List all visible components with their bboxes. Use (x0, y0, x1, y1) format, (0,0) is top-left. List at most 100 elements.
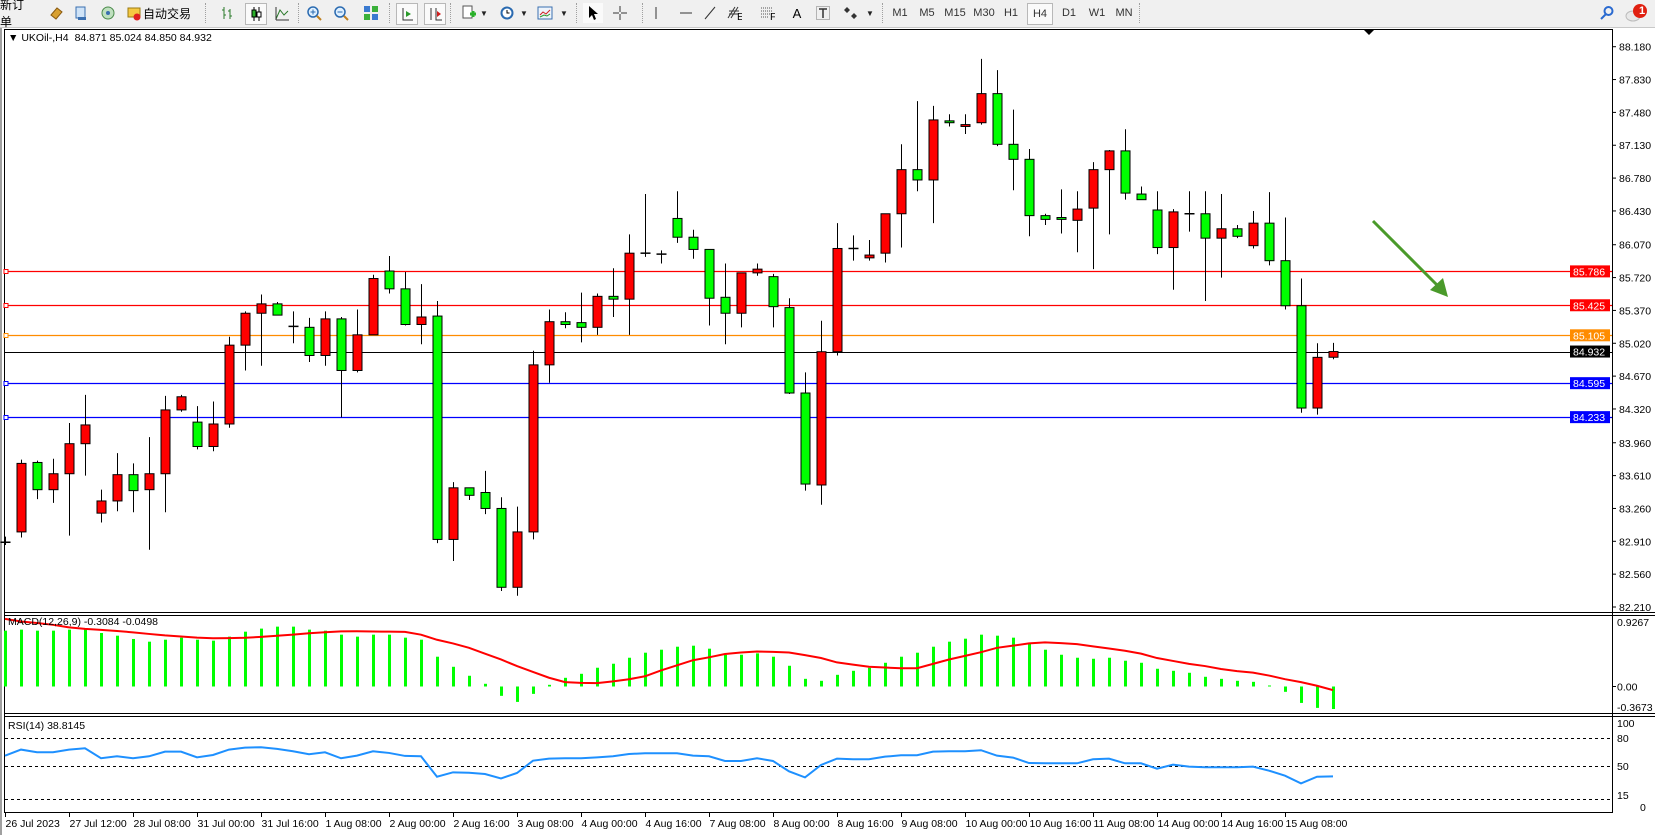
candle[interactable] (1264, 192, 1275, 266)
candle[interactable] (896, 144, 907, 248)
candle[interactable] (1296, 278, 1307, 413)
candle[interactable] (976, 58, 987, 125)
candle[interactable] (144, 437, 155, 550)
arrows-dropdown[interactable]: ▼ (866, 8, 874, 18)
level-anchor[interactable] (3, 303, 9, 308)
candle[interactable] (1312, 343, 1323, 415)
candle[interactable] (272, 301, 283, 316)
level-anchor[interactable] (3, 381, 9, 386)
candle[interactable] (192, 406, 203, 450)
candle[interactable] (832, 223, 843, 356)
candle[interactable] (112, 453, 123, 512)
candle[interactable] (160, 395, 171, 513)
chart-shift-button[interactable] (396, 3, 418, 25)
chart-shift-marker[interactable] (1364, 30, 1374, 35)
candle[interactable] (1232, 225, 1243, 239)
indicators-dropdown[interactable]: ▼ (480, 8, 488, 18)
candle[interactable] (416, 284, 427, 345)
text-button[interactable]: A (787, 3, 807, 23)
auto-scroll-button[interactable] (424, 3, 446, 25)
periods-dropdown[interactable]: ▼ (520, 8, 528, 18)
candle[interactable] (704, 248, 715, 326)
time-axis[interactable]: 26 Jul 2023 27 Jul 12:00 28 Jul 08:00 31 Ju… (5, 812, 1348, 830)
candle[interactable] (1072, 191, 1083, 253)
candle[interactable] (64, 423, 75, 536)
candle[interactable] (1104, 149, 1115, 235)
candle[interactable] (1040, 213, 1051, 226)
candle[interactable] (800, 372, 811, 491)
candle[interactable] (672, 191, 683, 243)
vertical-line-button[interactable] (646, 3, 666, 23)
candle[interactable] (16, 459, 27, 538)
candle[interactable] (544, 309, 555, 383)
candle[interactable] (592, 293, 603, 335)
candle[interactable] (128, 463, 139, 513)
candlestick-button[interactable] (245, 3, 267, 25)
candle[interactable] (464, 487, 475, 501)
terminal-button[interactable] (124, 3, 144, 23)
timeframe-h1[interactable]: H1 (1003, 7, 1019, 19)
candle[interactable] (1024, 148, 1035, 237)
candle[interactable] (512, 506, 523, 596)
candle[interactable] (32, 460, 43, 500)
candle[interactable] (1328, 342, 1339, 360)
candle[interactable] (1008, 109, 1019, 191)
candle[interactable] (768, 273, 779, 328)
tile-windows-button[interactable] (361, 3, 381, 23)
macd-panel[interactable] (4, 617, 1335, 710)
candle[interactable] (80, 394, 91, 476)
templates-dropdown[interactable]: ▼ (560, 8, 568, 18)
text-label-button[interactable] (813, 3, 833, 23)
candle[interactable] (384, 255, 395, 294)
navigator-button[interactable] (98, 3, 118, 23)
candle[interactable] (1280, 217, 1291, 310)
auto-trading-button[interactable]: 自动交易 (142, 3, 192, 23)
candle[interactable] (320, 311, 331, 366)
candle[interactable] (928, 105, 939, 224)
fibonacci-button[interactable]: E (724, 3, 744, 23)
rsi-panel[interactable] (4, 738, 1612, 800)
candle[interactable] (912, 101, 923, 192)
chart-menu-triangle[interactable]: ▼ (8, 32, 21, 44)
arrows-button[interactable] (841, 3, 861, 23)
price-axis[interactable]: 88.180 87.830 87.480 87.130 86.780 86.430 86.0… (1570, 42, 1653, 814)
candle[interactable] (720, 263, 731, 345)
candle[interactable] (1136, 186, 1147, 201)
timeframe-m5[interactable]: M5 (919, 7, 935, 19)
timeframe-m15[interactable]: M15 (944, 7, 966, 19)
new-order-button[interactable]: 新订单 (0, 0, 34, 29)
periods-button[interactable] (497, 3, 517, 23)
candle[interactable] (640, 194, 651, 257)
crosshair-button[interactable] (610, 3, 630, 23)
line-chart-button[interactable] (272, 3, 292, 23)
zoom-out-button[interactable] (331, 3, 351, 23)
candle[interactable] (1216, 194, 1227, 278)
candle[interactable] (1248, 210, 1259, 249)
candle[interactable] (864, 240, 875, 261)
candle[interactable] (528, 350, 539, 540)
candle[interactable] (208, 401, 219, 452)
price-chart[interactable] (0, 58, 1613, 596)
candle[interactable] (480, 470, 491, 515)
horizontal-line-button[interactable] (676, 3, 696, 23)
candle[interactable] (560, 312, 571, 329)
market-watch-button[interactable] (46, 3, 66, 23)
candle[interactable] (448, 482, 459, 562)
candle[interactable] (608, 268, 619, 317)
rsi-panel-separator[interactable] (4, 713, 1655, 717)
candle[interactable] (656, 250, 667, 264)
timeframe-mn[interactable]: MN (1115, 7, 1133, 19)
candle[interactable] (1088, 162, 1099, 270)
candle[interactable] (336, 316, 347, 418)
candle[interactable] (1200, 191, 1211, 302)
timeframe-h4[interactable]: H4 (1027, 3, 1053, 25)
indicators-button[interactable] (459, 3, 479, 23)
candle[interactable] (304, 317, 315, 363)
candle[interactable] (256, 294, 267, 366)
candle[interactable] (576, 292, 587, 343)
zoom-in-button[interactable] (304, 3, 324, 23)
search-button[interactable] (1597, 3, 1617, 23)
notification-button[interactable]: 1 (1624, 3, 1650, 23)
candle[interactable] (960, 114, 971, 134)
candle[interactable] (432, 301, 443, 544)
